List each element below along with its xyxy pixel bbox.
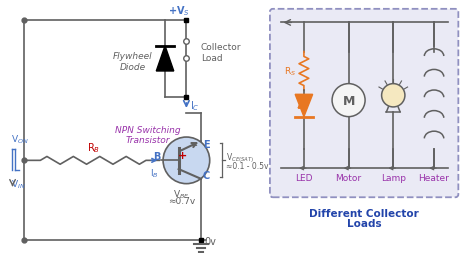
Text: ≈0.1 - 0.5v: ≈0.1 - 0.5v: [226, 162, 269, 170]
Text: E: E: [203, 139, 210, 149]
Text: Heater: Heater: [418, 174, 450, 183]
FancyBboxPatch shape: [270, 10, 458, 197]
Text: Diode: Diode: [120, 62, 146, 71]
Text: −: −: [190, 140, 198, 150]
Text: V$_{CE(SAT)}$: V$_{CE(SAT)}$: [226, 150, 255, 164]
Text: Flywheel: Flywheel: [113, 52, 153, 61]
Text: Lamp: Lamp: [381, 174, 406, 183]
Text: V$_{IN}$: V$_{IN}$: [11, 178, 25, 190]
Text: B: B: [153, 152, 160, 162]
Text: Transistor: Transistor: [125, 136, 170, 145]
Text: R$_B$: R$_B$: [86, 140, 100, 154]
Text: +: +: [178, 151, 187, 161]
Circle shape: [332, 84, 365, 117]
Circle shape: [163, 137, 210, 184]
Text: Different Collector: Different Collector: [309, 208, 419, 218]
Text: V$_{BE}$: V$_{BE}$: [173, 188, 190, 200]
Text: Load: Load: [201, 54, 223, 63]
Text: M: M: [342, 94, 355, 107]
Text: NPN Switching: NPN Switching: [115, 125, 180, 134]
Text: V$_{ON}$: V$_{ON}$: [11, 133, 28, 145]
Text: LED: LED: [295, 174, 313, 183]
Polygon shape: [156, 46, 174, 72]
Text: I$_B$: I$_B$: [150, 167, 159, 179]
Text: ≈0.7v: ≈0.7v: [168, 197, 195, 205]
Text: 0v: 0v: [204, 236, 216, 246]
Text: C: C: [203, 170, 210, 180]
Text: +V$_S$: +V$_S$: [168, 4, 190, 18]
Text: Motor: Motor: [335, 174, 361, 183]
Text: Collector: Collector: [201, 43, 241, 52]
Circle shape: [382, 84, 405, 107]
Text: R$_S$: R$_S$: [284, 66, 296, 78]
Text: Loads: Loads: [347, 218, 382, 228]
Text: I$_C$: I$_C$: [190, 99, 200, 113]
Polygon shape: [295, 95, 312, 117]
